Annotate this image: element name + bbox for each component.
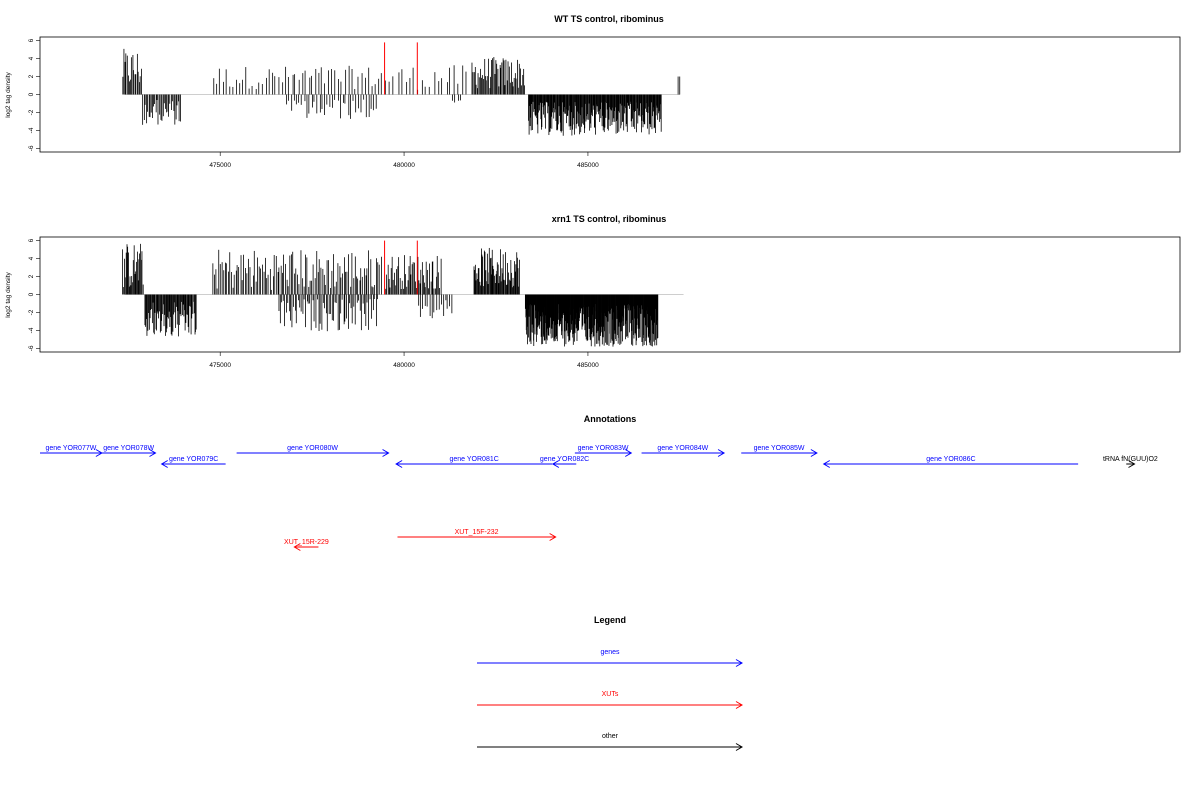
genes-label: gene YOR082C	[540, 456, 589, 463]
genes-feature: gene YOR079C	[160, 456, 226, 468]
genes-label: gene YOR080W	[287, 445, 338, 452]
legend-xuts-arrowhead	[735, 701, 743, 709]
annotations-title: Annotations	[584, 414, 637, 424]
xuts-arrowhead	[293, 543, 301, 551]
y-tick-label: 0	[28, 92, 35, 96]
genes-feature: gene YOR080W	[236, 445, 390, 457]
legend-item-genes: genes	[477, 649, 743, 667]
bar-series	[122, 243, 659, 347]
panel-xrn1-title: xrn1 TS control, ribominus	[552, 214, 667, 224]
genes-feature: gene YOR082C	[540, 456, 589, 468]
genes-feature: gene YOR077W	[40, 445, 103, 457]
legend-genes-arrowhead	[735, 659, 743, 667]
genes-label: gene YOR083W	[578, 445, 629, 452]
x-tick-label: 475000	[209, 362, 231, 369]
genes-feature: gene YOR078W	[101, 445, 157, 457]
legend-other-arrowhead	[735, 743, 743, 751]
y-tick-label: 6	[28, 38, 35, 42]
panel-xrn1-plot: -6 -4 -2 0 2 4 6 475000 480000 485000	[28, 236, 1181, 369]
genes-feature: gene YOR086C	[822, 456, 1079, 468]
y-tick-label: -2	[28, 109, 35, 115]
x-tick-label: 485000	[577, 362, 599, 369]
y-tick-label: -6	[28, 345, 35, 351]
genes-arrowhead	[395, 460, 403, 468]
x-tick-label: 475000	[209, 162, 231, 169]
y-tick-label: 2	[28, 74, 35, 78]
legend-label: XUTs	[602, 691, 619, 698]
genes-label: gene YOR077W	[46, 445, 97, 452]
x-tick-label: 485000	[577, 162, 599, 169]
y-tick-label: 4	[28, 56, 35, 60]
panel-wt-ylabel: log2 tag density	[5, 71, 12, 117]
y-tick-label: -4	[28, 327, 35, 333]
genes-arrowhead	[551, 460, 560, 468]
annotations-panel: Annotations gene YOR077W gene YOR078Wgene…	[40, 414, 1158, 551]
other-arrowhead	[1128, 460, 1136, 468]
legend-title: Legend	[594, 615, 626, 625]
y-tick-label: -4	[28, 127, 35, 133]
genes-feature: gene YOR085W	[741, 445, 818, 457]
genes-label: gene YOR085W	[754, 445, 805, 452]
genes-label: gene YOR086C	[926, 456, 975, 463]
genes-arrowhead	[624, 449, 633, 457]
xuts-feature: XUT_15R-229	[284, 539, 329, 551]
legend-item-xuts: XUTs	[477, 691, 743, 709]
xuts-label: XUT_15F-232	[455, 529, 499, 536]
y-tick-label: -2	[28, 309, 35, 315]
panel-xrn1-ylabel: log2 tag density	[5, 271, 12, 317]
other-feature: tRNA fN(GUU)O2	[1103, 456, 1158, 468]
y-tick-label: 4	[28, 256, 35, 260]
genes-label: gene YOR081C	[450, 456, 499, 463]
annotation-items: gene YOR077W gene YOR078W gene YOR079C gene…	[40, 445, 1158, 551]
legend-item-other: other	[477, 733, 743, 751]
panel-xrn1: xrn1 TS control, ribominus log2 tag dens…	[5, 214, 1181, 369]
x-tick-label: 480000	[393, 362, 415, 369]
y-tick-label: -6	[28, 145, 35, 151]
legend-label: genes	[600, 649, 620, 656]
y-tick-label: 0	[28, 292, 35, 296]
genes-arrowhead	[717, 449, 726, 457]
genes-arrowhead	[382, 449, 390, 457]
genes-feature: gene YOR084W	[641, 445, 726, 457]
genes-arrowhead	[822, 460, 831, 468]
legend-panel: Legend genes XUTs other	[477, 615, 743, 751]
genes-arrowhead	[160, 460, 168, 468]
other-label: tRNA fN(GUU)O2	[1103, 456, 1158, 463]
y-tick-label: 6	[28, 238, 35, 242]
panel-wt-title: WT TS control, ribominus	[554, 14, 664, 24]
panel-wt-plot: -6 -4 -2 0 2 4 6 475000 480000 485000	[28, 36, 1181, 169]
y-tick-label: 2	[28, 274, 35, 278]
genes-label: gene YOR079C	[169, 456, 218, 463]
panel-wt: WT TS control, ribominus log2 tag densit…	[5, 14, 1181, 169]
genes-feature: gene YOR083W	[574, 445, 633, 457]
genes-arrowhead	[810, 449, 818, 457]
x-tick-label: 480000	[393, 162, 415, 169]
legend-items: genes XUTs other	[477, 649, 743, 751]
xuts-feature: XUT_15F-232	[397, 529, 557, 541]
legend-label: other	[602, 733, 619, 740]
xuts-label: XUT_15R-229	[284, 539, 329, 546]
xuts-arrowhead	[549, 533, 557, 541]
genes-feature: gene YOR081C	[395, 456, 553, 468]
genes-label: gene YOR078W	[103, 445, 154, 452]
genes-arrowhead	[149, 449, 157, 457]
bar-series	[122, 48, 681, 136]
genes-label: gene YOR084W	[657, 445, 708, 452]
